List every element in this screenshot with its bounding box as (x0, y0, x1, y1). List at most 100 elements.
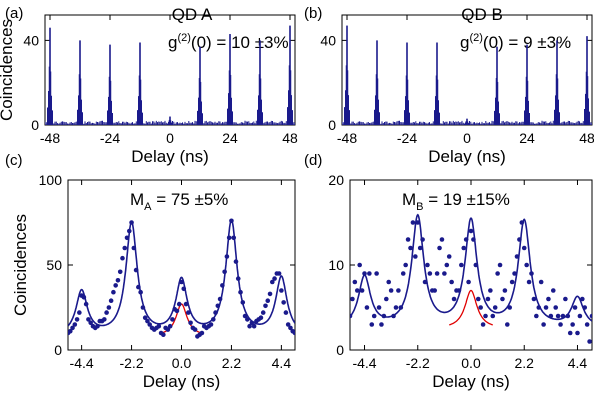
data-point-d (558, 322, 563, 327)
data-point-d (352, 279, 358, 285)
x-tick-label-b: -24 (397, 130, 417, 146)
panel-label-a: (a) (5, 5, 23, 22)
data-point-c (133, 267, 139, 273)
data-point-c (213, 310, 218, 315)
histogram-peak-a (287, 25, 293, 125)
data-point-c (142, 315, 148, 321)
x-tick-label-a: -24 (100, 130, 120, 146)
histogram-peak-a (137, 42, 143, 125)
histogram-peak-b (344, 25, 350, 125)
data-point-d (461, 245, 467, 251)
data-point-d (451, 296, 457, 302)
panel-b: -48 -24 0 24 48 0 40 Delay (ns) (b) QD B g(2)(0) =… (304, 5, 594, 166)
data-point-c (192, 327, 198, 332)
data-point-d (497, 262, 503, 268)
data-point-c (283, 310, 289, 315)
data-point-d (577, 313, 583, 319)
data-point-c (108, 298, 114, 304)
data-point-c (161, 332, 166, 338)
data-point-d (500, 296, 505, 302)
data-point-c (170, 317, 175, 322)
fit-line-red-d (449, 289, 493, 326)
data-point-d (546, 296, 551, 302)
x-tick-label-b: -48 (337, 130, 357, 146)
data-point-c (183, 301, 189, 307)
x-tick-label-c: -4.4 (70, 355, 94, 371)
data-point-d (543, 305, 549, 310)
data-point-c (167, 323, 173, 329)
data-point-c (224, 254, 230, 259)
data-point-d (420, 237, 425, 242)
y-tick-label-d: 0 (336, 342, 344, 358)
data-point-c (267, 291, 273, 297)
histogram-peak-b (434, 42, 440, 125)
data-point-c (249, 320, 255, 326)
x-tick-label-b: 24 (519, 130, 535, 146)
data-point-c (176, 301, 182, 307)
panel-label-b: (b) (304, 5, 322, 22)
data-point-d (466, 279, 471, 285)
y-tick-label-b: 0 (328, 117, 336, 133)
data-point-d (565, 313, 571, 319)
data-point-d (422, 279, 428, 285)
data-point-d (478, 305, 483, 310)
histogram-peak-b (404, 42, 410, 125)
data-point-d (350, 296, 355, 302)
y-tick-label-d: 10 (328, 257, 344, 273)
x-tick-label-a: 24 (222, 130, 238, 146)
histogram-peak-b (584, 36, 590, 125)
data-point-d (379, 322, 384, 327)
chart-title-a: QD A (172, 5, 213, 24)
data-point-d (536, 305, 542, 310)
histogram-peak-b (554, 40, 560, 125)
data-point-c (102, 317, 107, 322)
data-point-d (400, 271, 406, 276)
data-point-c (272, 276, 277, 281)
data-point-c (265, 298, 271, 304)
data-point-c (138, 289, 143, 295)
y-axis-label-a: Coincidences (0, 19, 16, 121)
data-point-d (587, 339, 592, 344)
data-point-d (485, 296, 491, 302)
x-axis-label-d: Delay (ns) (432, 372, 509, 391)
data-point-c (136, 284, 141, 290)
data-point-d (589, 313, 592, 319)
data-point-c (285, 322, 291, 327)
data-point-c (238, 289, 243, 295)
x-tick-label-d: -2.2 (406, 355, 430, 371)
y-tick-label-a: 40 (23, 32, 39, 48)
data-point-d (425, 262, 430, 268)
data-point-c (247, 323, 252, 329)
histogram-peak-a (227, 34, 233, 125)
data-point-d (413, 254, 418, 259)
data-point-d (475, 296, 481, 302)
data-point-d (505, 322, 510, 327)
y-axis-label-c: Coincidences (11, 214, 30, 316)
data-point-c (113, 283, 118, 288)
data-point-c (70, 325, 75, 331)
data-point-d (471, 237, 476, 242)
data-point-d (357, 262, 362, 268)
data-point-c (74, 317, 80, 322)
plot-frame-b (341, 14, 593, 126)
data-point-c (147, 322, 153, 327)
annotation-c: MA = 75 ±5% (130, 190, 228, 213)
x-tick-label-a: 48 (282, 130, 298, 146)
data-point-c (231, 235, 237, 241)
data-point-d (434, 271, 440, 276)
data-point-d (567, 330, 573, 336)
data-point-d (538, 279, 544, 285)
data-point-d (439, 237, 445, 242)
data-point-c (270, 279, 275, 285)
fit-line-blue-d (350, 213, 592, 322)
data-point-c (68, 329, 73, 334)
data-point-d (582, 305, 588, 310)
panel-label-d: (d) (304, 152, 322, 169)
data-point-d (563, 296, 568, 302)
x-axis-label-a: Delay (ns) (131, 147, 208, 166)
data-point-c (131, 245, 137, 251)
data-point-d (456, 288, 462, 293)
histogram-peak-b (524, 44, 530, 125)
histogram-peak-a (197, 46, 203, 125)
x-tick-label-d: 2.2 (515, 355, 535, 371)
